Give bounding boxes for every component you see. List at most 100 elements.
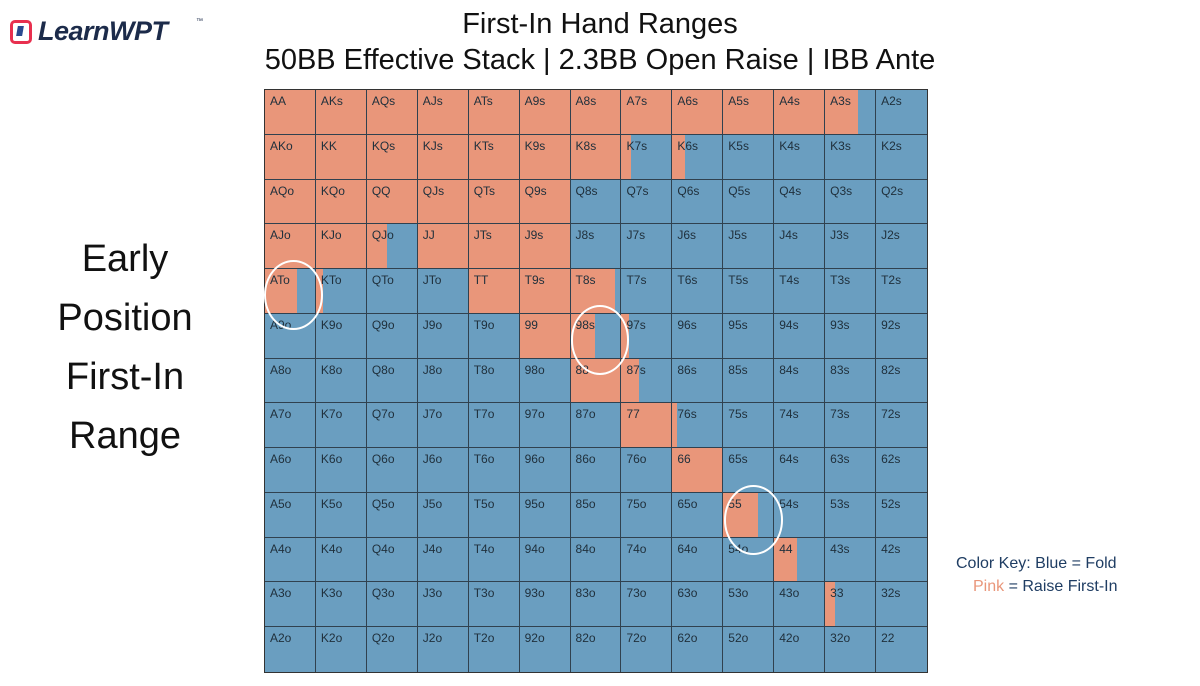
hand-label: K8s	[575, 138, 597, 153]
hand-cell: T2o	[468, 627, 520, 672]
hand-cell: 63s	[825, 448, 877, 493]
hand-cell: J2s	[876, 224, 927, 270]
hand-label: J4o	[422, 541, 443, 556]
hand-label: 95o	[524, 496, 545, 511]
hand-cell: 85s	[723, 358, 775, 404]
hand-cell: JTs	[468, 224, 520, 270]
hand-label: 32o	[830, 631, 851, 646]
hand-label: T6s	[677, 273, 698, 288]
hand-cell: A9o	[265, 313, 316, 359]
hand-label: A7o	[270, 407, 292, 422]
hand-label: 43o	[779, 586, 800, 601]
logo-text: LearnWPT	[38, 16, 168, 46]
hand-cell: ATo	[265, 269, 316, 314]
raise-fill	[774, 537, 797, 582]
hand-cell: K4s	[774, 134, 826, 180]
hand-cell: KQs	[366, 134, 418, 180]
hand-cell: Q9o	[366, 313, 418, 359]
hand-label: AJo	[270, 228, 291, 243]
hand-label: J8o	[422, 362, 443, 377]
hand-label: 87s	[626, 362, 646, 377]
hand-label: T4o	[473, 541, 495, 556]
hand-label: K8o	[320, 362, 343, 377]
hand-label: A2s	[881, 94, 902, 108]
hand-cell: 62o	[672, 627, 724, 672]
hand-label: K6o	[320, 452, 343, 467]
hand-label: 82o	[575, 631, 596, 646]
hand-label: K3s	[830, 138, 851, 153]
hand-cell: QJo	[366, 224, 418, 270]
hand-cell: A5s	[723, 90, 775, 135]
hand-cell: 97s	[621, 313, 673, 359]
hand-cell: 74o	[621, 537, 673, 583]
hand-cell: 94s	[774, 313, 826, 359]
hand-cell: Q3o	[366, 582, 418, 628]
hand-cell: 22	[876, 627, 927, 672]
hand-cell: Q9s	[519, 179, 571, 225]
raise-fill	[570, 90, 621, 134]
hand-cell: AKs	[315, 90, 367, 135]
raise-fill	[315, 90, 366, 134]
raise-fill	[417, 134, 468, 179]
hand-label: J7s	[626, 228, 646, 243]
hand-label: ATs	[473, 94, 493, 108]
hand-cell: 96s	[672, 313, 724, 359]
hand-label: T4s	[779, 273, 800, 288]
hand-label: Q4o	[371, 541, 395, 556]
color-key-pink-word: Pink	[973, 578, 1005, 595]
raise-fill	[672, 403, 678, 448]
raise-fill	[366, 179, 417, 224]
hand-label: J9o	[422, 317, 443, 332]
hand-cell: T3o	[468, 582, 520, 628]
hand-label: 99	[524, 317, 538, 332]
hand-cell: Q4s	[774, 179, 826, 225]
hand-cell: 54o	[723, 537, 775, 583]
hand-cell: JJ	[417, 224, 469, 270]
hand-cell: 86o	[570, 448, 622, 493]
hand-label: 52o	[728, 631, 749, 646]
hand-cell: 63o	[672, 582, 724, 628]
hand-cell: 95o	[519, 492, 571, 538]
hand-label: A4s	[779, 94, 800, 108]
hand-label: 65s	[728, 452, 748, 467]
hand-label: J7o	[422, 407, 443, 422]
hand-cell: 86s	[672, 358, 724, 404]
hand-label: 76o	[626, 452, 647, 467]
hand-label: 84o	[575, 541, 596, 556]
hand-label: 42o	[779, 631, 800, 646]
hand-cell: J5o	[417, 492, 469, 538]
hand-label: 75s	[728, 407, 748, 422]
hand-cell: AJo	[265, 224, 316, 270]
hand-label: 43s	[830, 541, 850, 556]
hand-label: JJ	[422, 228, 435, 243]
raise-fill	[265, 134, 315, 179]
hand-cell: A4s	[774, 90, 826, 135]
raise-fill	[519, 90, 570, 134]
hand-cell: K9o	[315, 313, 367, 359]
hand-label: K7s	[626, 138, 648, 153]
hand-label: 55	[728, 496, 742, 511]
hand-cell: 87s	[621, 358, 673, 404]
raise-fill	[315, 179, 366, 224]
hand-cell: 82o	[570, 627, 622, 672]
hand-label: J5s	[728, 228, 747, 243]
hand-cell: J7o	[417, 403, 469, 449]
hand-label: 77	[626, 407, 640, 422]
hand-cell: Q8o	[366, 358, 418, 404]
hand-cell: A8o	[265, 358, 316, 404]
hand-cell: J8s	[570, 224, 622, 270]
hand-cell: J4o	[417, 537, 469, 583]
hand-label: 92s	[881, 317, 901, 332]
hand-cell: T4s	[774, 269, 826, 314]
hand-cell: AJs	[417, 90, 469, 135]
hand-cell: 42o	[774, 627, 826, 672]
hand-label: QJs	[422, 183, 445, 198]
hand-cell: T2s	[876, 269, 927, 314]
hand-cell: 74s	[774, 403, 826, 449]
hand-label: 97o	[524, 407, 545, 422]
hand-label: T3o	[473, 586, 495, 601]
position-title-line: Range	[69, 415, 181, 457]
hand-label: 65o	[677, 496, 698, 511]
hand-label: A6s	[677, 94, 699, 108]
learnwpt-logo[interactable]: LearnWPT ™	[10, 14, 203, 50]
